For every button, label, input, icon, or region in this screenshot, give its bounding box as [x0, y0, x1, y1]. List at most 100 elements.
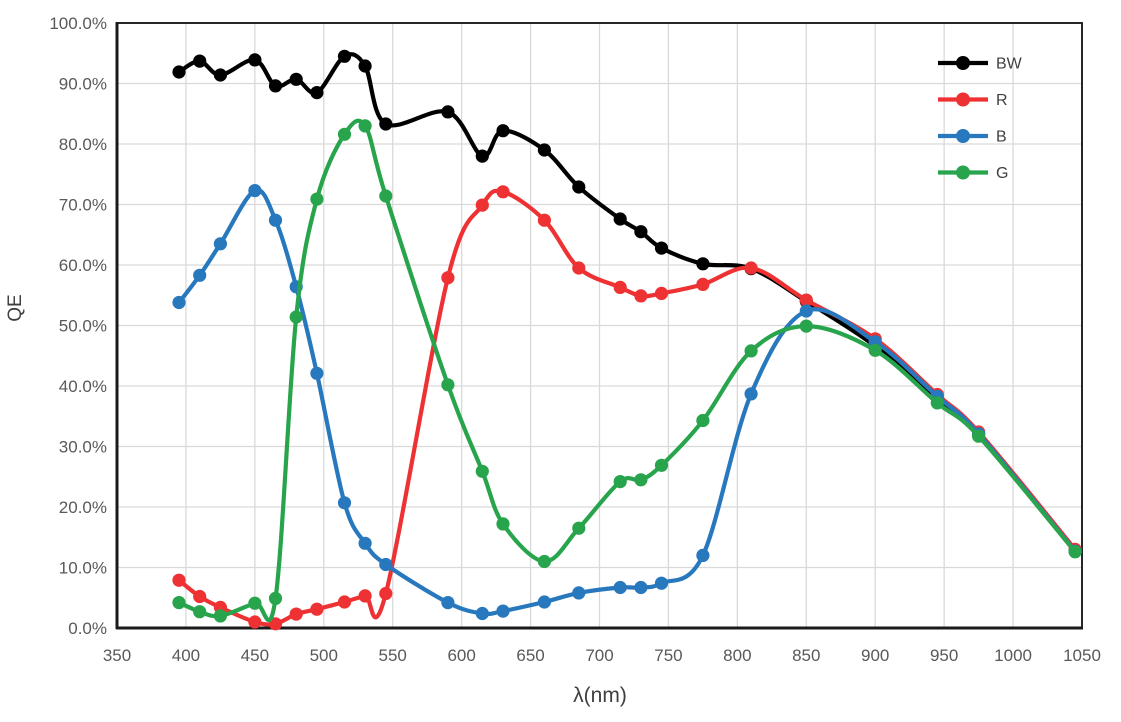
- data-point-G: [696, 413, 710, 428]
- data-point-R: [289, 607, 303, 621]
- data-point-R: [744, 261, 758, 275]
- legend-item-R: R: [938, 92, 1008, 109]
- y-tick-label: 80.0%: [59, 135, 107, 154]
- series-B: [172, 184, 1082, 621]
- data-point-R: [634, 289, 648, 303]
- data-point-R: [248, 615, 262, 629]
- data-point-G: [572, 521, 586, 535]
- data-point-G: [441, 378, 455, 392]
- y-tick-label: 90.0%: [59, 75, 107, 94]
- data-point-B: [268, 213, 283, 227]
- data-point-G: [172, 596, 186, 610]
- x-tick-label: 550: [379, 646, 407, 665]
- data-point-B: [496, 604, 510, 618]
- y-tick-label: 10.0%: [59, 559, 107, 578]
- x-tick-label: 950: [930, 646, 958, 665]
- series-line-G: [176, 118, 1078, 623]
- data-point-G: [475, 464, 489, 478]
- x-tick-label: 350: [103, 646, 131, 665]
- data-point-R: [572, 261, 586, 275]
- legend-item-G: G: [938, 165, 1008, 182]
- data-point-B: [475, 606, 489, 621]
- y-axis-title: QE: [5, 294, 26, 322]
- data-point-R: [475, 198, 489, 212]
- x-tick-label: 400: [172, 646, 200, 665]
- data-point-G: [496, 517, 510, 531]
- data-point-G: [654, 458, 669, 472]
- data-point-BW: [172, 65, 186, 79]
- y-tick-label: 70.0%: [59, 196, 107, 215]
- legend-item-BW: BW: [938, 56, 1023, 73]
- data-point-BW: [379, 117, 393, 131]
- legend-label-B: B: [996, 129, 1007, 146]
- data-point-G: [248, 596, 262, 610]
- data-point-BW: [537, 143, 552, 157]
- data-point-R: [654, 286, 669, 300]
- data-point-B: [172, 295, 186, 310]
- series-G: [172, 118, 1082, 623]
- y-tick-label: 30.0%: [59, 438, 107, 457]
- data-point-BW: [654, 241, 669, 255]
- legend-dot-BW: [956, 56, 970, 70]
- x-tick-label: 1000: [994, 646, 1032, 665]
- data-point-G: [310, 192, 324, 206]
- data-point-B: [441, 596, 455, 610]
- data-point-B: [696, 548, 710, 563]
- data-point-B: [634, 580, 648, 595]
- legend-item-B: B: [938, 129, 1007, 146]
- data-point-BW: [441, 105, 455, 119]
- data-point-BW: [696, 257, 710, 271]
- data-point-BW: [289, 72, 303, 86]
- x-tick-label: 500: [310, 646, 338, 665]
- data-point-R: [268, 617, 283, 631]
- data-point-G: [213, 609, 227, 623]
- x-tick-label: 800: [723, 646, 751, 665]
- data-point-B: [799, 304, 813, 318]
- x-tick-label: 750: [654, 646, 682, 665]
- data-point-B: [572, 586, 586, 600]
- data-point-G: [289, 310, 303, 324]
- y-tick-label: 20.0%: [59, 498, 107, 517]
- data-point-B: [337, 496, 352, 510]
- data-point-G: [972, 429, 986, 443]
- data-point-R: [496, 185, 510, 199]
- data-point-B: [193, 268, 207, 282]
- data-point-R: [379, 586, 393, 601]
- data-point-G: [868, 343, 882, 357]
- x-tick-label: 600: [447, 646, 475, 665]
- data-point-R: [193, 589, 207, 604]
- data-point-R: [799, 293, 813, 307]
- data-point-G: [799, 319, 813, 333]
- data-point-G: [193, 605, 207, 619]
- legend-dot-G: [956, 165, 970, 180]
- y-tick-label: 0.0%: [68, 619, 107, 638]
- data-point-B: [358, 536, 372, 550]
- data-point-BW: [248, 53, 262, 67]
- x-axis-title: λ(nm): [573, 684, 627, 707]
- data-point-BW: [613, 212, 627, 226]
- data-point-BW: [193, 54, 207, 68]
- x-tick-label: 850: [792, 646, 820, 665]
- data-point-G: [1068, 545, 1082, 559]
- data-point-R: [537, 213, 552, 227]
- data-point-G: [930, 396, 944, 410]
- legend-label-G: G: [996, 165, 1008, 182]
- y-tick-label: 40.0%: [59, 377, 107, 396]
- data-point-B: [248, 184, 262, 198]
- x-tick-label: 1050: [1063, 646, 1101, 665]
- x-tick-label: 700: [585, 646, 613, 665]
- data-point-BW: [572, 180, 586, 194]
- x-tick-label: 450: [241, 646, 269, 665]
- data-point-BW: [634, 225, 648, 239]
- data-point-R: [310, 602, 324, 616]
- data-point-R: [172, 573, 186, 587]
- legend-label-R: R: [996, 92, 1008, 109]
- series-line-B: [176, 188, 1078, 617]
- data-point-R: [358, 589, 372, 603]
- data-point-G: [634, 473, 648, 487]
- data-point-BW: [358, 59, 372, 73]
- legend-dot-R: [956, 92, 970, 107]
- data-point-B: [379, 557, 393, 572]
